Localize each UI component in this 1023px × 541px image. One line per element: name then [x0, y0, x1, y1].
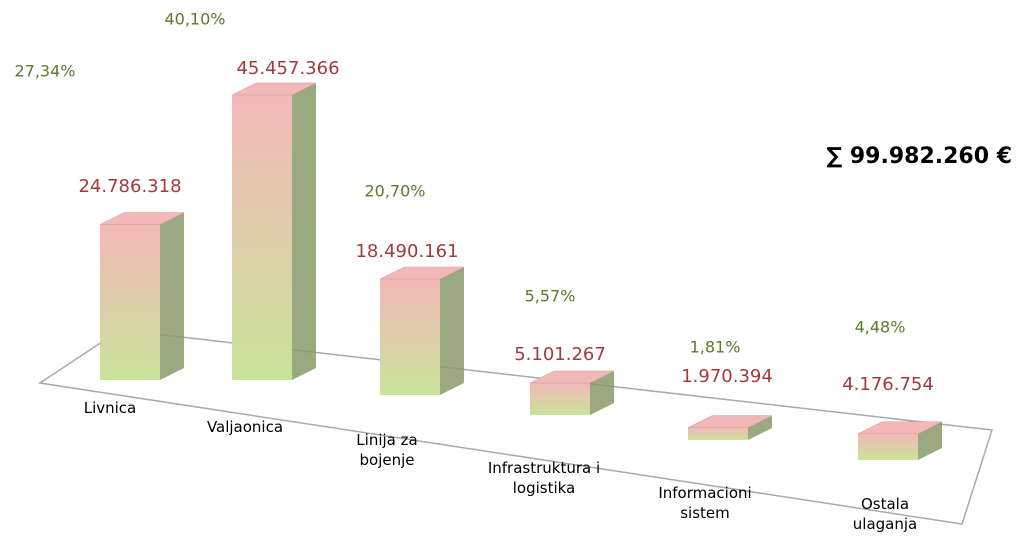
bar-top	[99, 212, 185, 225]
bar-top	[379, 266, 465, 280]
bar-side	[160, 212, 184, 380]
bar-top	[529, 370, 615, 384]
category-label: Informacioni sistem	[658, 484, 752, 522]
share-label: 1,81%	[690, 338, 741, 357]
share-label: 27,34%	[14, 62, 75, 81]
category-label: Infrastruktura i logistika	[487, 459, 601, 497]
bar	[858, 433, 918, 460]
share-label: 5,57%	[525, 287, 576, 306]
bar-top	[857, 421, 943, 435]
category-label: Valjaonica	[206, 418, 284, 436]
value-label: 1.970.394	[681, 366, 773, 387]
total-label: ∑ 99.982.260 €	[826, 144, 1012, 169]
value-label: 18.490.161	[355, 241, 458, 262]
bar-side	[748, 415, 772, 440]
bar-side	[590, 371, 614, 415]
bar	[232, 94, 292, 381]
share-label: 20,70%	[364, 182, 425, 201]
bar	[530, 383, 590, 415]
bar-side	[918, 421, 942, 460]
share-label: 40,10%	[164, 10, 225, 29]
bar	[100, 224, 160, 380]
category-label: Ostala ulaganja	[852, 495, 918, 533]
value-label: 4.176.754	[842, 374, 934, 395]
value-label: 5.101.267	[514, 344, 606, 365]
value-label: 45.457.366	[236, 58, 339, 79]
share-label: 4,48%	[855, 318, 906, 337]
bar	[380, 279, 440, 395]
value-label: 24.786.318	[78, 176, 181, 197]
bar-top	[231, 82, 317, 96]
bar-side	[292, 82, 316, 381]
category-label: Linija za bojenje	[356, 431, 418, 469]
bar-top	[687, 415, 773, 428]
bar-side	[440, 267, 464, 395]
category-label: Livnica	[83, 399, 137, 417]
bar	[688, 427, 748, 440]
